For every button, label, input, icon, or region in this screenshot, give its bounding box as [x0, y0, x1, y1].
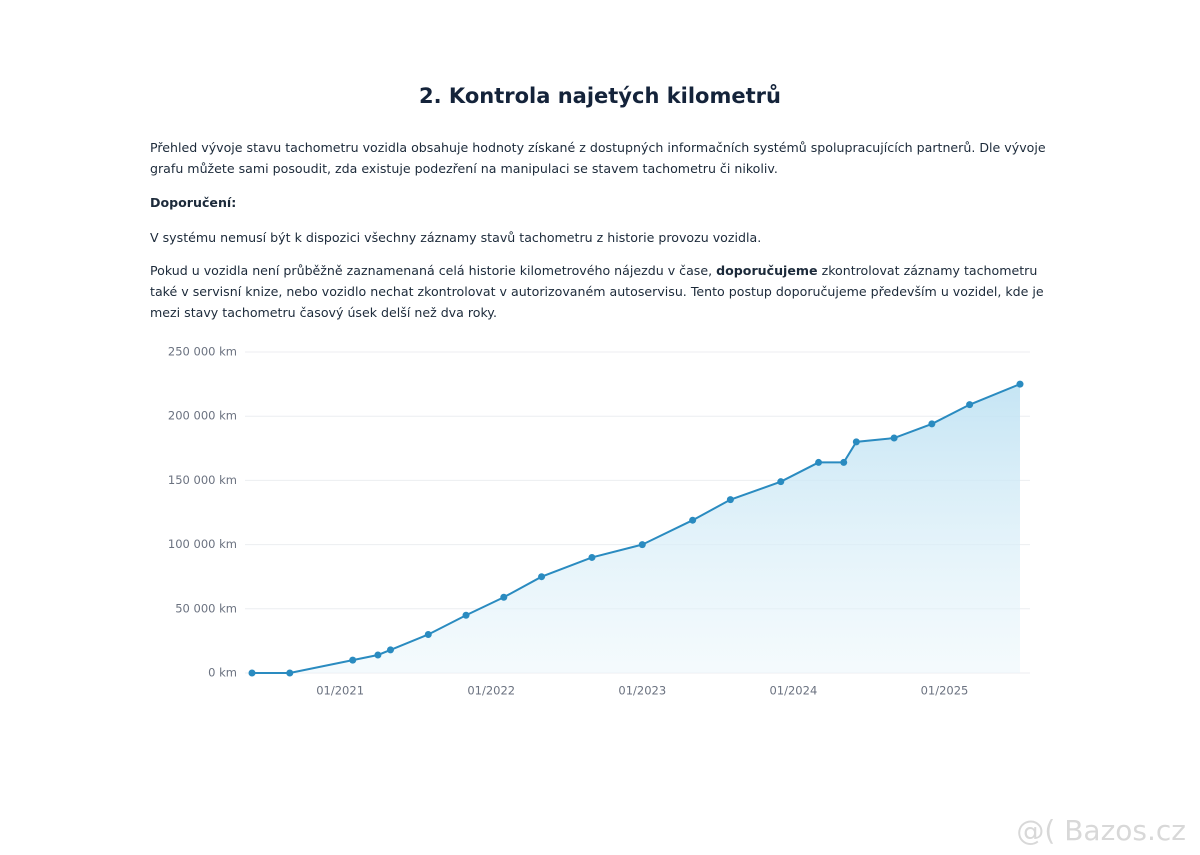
point	[890, 434, 898, 442]
point	[928, 420, 936, 428]
point	[286, 669, 294, 677]
x-tick-label: 01/2025	[921, 684, 969, 698]
point	[248, 669, 256, 677]
y-tick-label: 0 km	[208, 666, 237, 680]
y-tick-label: 150 000 km	[168, 473, 237, 487]
x-tick-label: 01/2022	[467, 684, 515, 698]
heading: Doporučení:	[150, 195, 237, 210]
paragraph: Pokud u vozidla není průběžně zaznamenan…	[150, 260, 1055, 323]
point	[815, 458, 823, 466]
title: 2. Kontrola najetých kilometrů	[419, 84, 781, 108]
y-tick-label: 200 000 km	[168, 409, 237, 423]
point	[538, 573, 546, 581]
paragraph: Doporučení:	[150, 192, 1055, 213]
point	[852, 438, 860, 446]
point	[1016, 380, 1024, 388]
point	[424, 630, 432, 638]
y-tick-label: 50 000 km	[175, 601, 237, 615]
point	[638, 541, 646, 549]
text: zkontrolovat záznamy tachometru také v s…	[150, 263, 1044, 320]
point	[374, 651, 382, 659]
point	[966, 401, 974, 409]
point	[500, 593, 508, 601]
point	[777, 478, 785, 486]
area	[252, 384, 1020, 673]
y-tick-label: 100 000 km	[168, 537, 237, 551]
point	[689, 516, 697, 524]
point	[462, 611, 470, 619]
point	[386, 646, 394, 654]
paragraph: V systému nemusí být k dispozici všechny…	[150, 230, 762, 245]
x-tick-label: 01/2024	[769, 684, 817, 698]
x-tick-label: 01/2021	[316, 684, 364, 698]
point	[840, 458, 848, 466]
text: Pokud u vozidla není průběžně zaznamenan…	[150, 263, 717, 278]
y-tick-label: 250 000 km	[168, 345, 237, 359]
watermark: @( Bazos.cz	[1016, 814, 1186, 847]
paragraph: Přehled vývoje stavu tachometru vozidla …	[150, 140, 1046, 176]
x-tick-label: 01/2023	[618, 684, 666, 698]
point	[588, 553, 596, 561]
point	[349, 656, 357, 664]
point	[726, 496, 734, 504]
bold-text: doporučujeme	[716, 263, 818, 278]
